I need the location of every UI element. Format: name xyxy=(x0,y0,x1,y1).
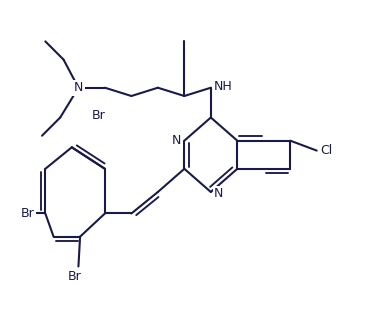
Text: Br: Br xyxy=(68,270,82,283)
Text: Br: Br xyxy=(92,110,105,122)
Text: N: N xyxy=(74,81,83,94)
Text: Cl: Cl xyxy=(320,144,332,157)
Text: NH: NH xyxy=(214,79,233,93)
Text: Br: Br xyxy=(20,207,34,220)
Text: N: N xyxy=(214,187,224,200)
Text: N: N xyxy=(171,134,181,147)
